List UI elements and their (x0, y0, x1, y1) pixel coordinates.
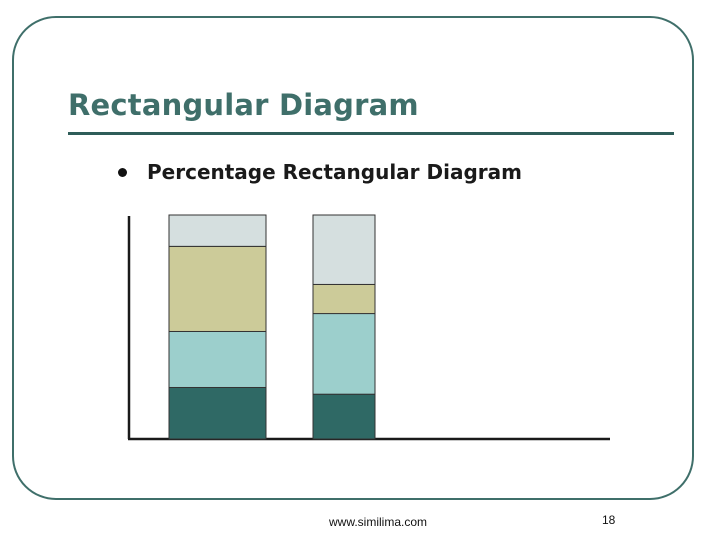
bullet-icon (118, 167, 127, 177)
footer-url: www.similima.com (329, 515, 428, 529)
bullet-item: Percentage Rectangular Diagram (118, 160, 522, 184)
slide-title: Rectangular Diagram (68, 88, 419, 122)
bullet-text: Percentage Rectangular Diagram (147, 160, 522, 184)
page-number: 18 (602, 513, 616, 527)
title-underline (68, 132, 674, 135)
